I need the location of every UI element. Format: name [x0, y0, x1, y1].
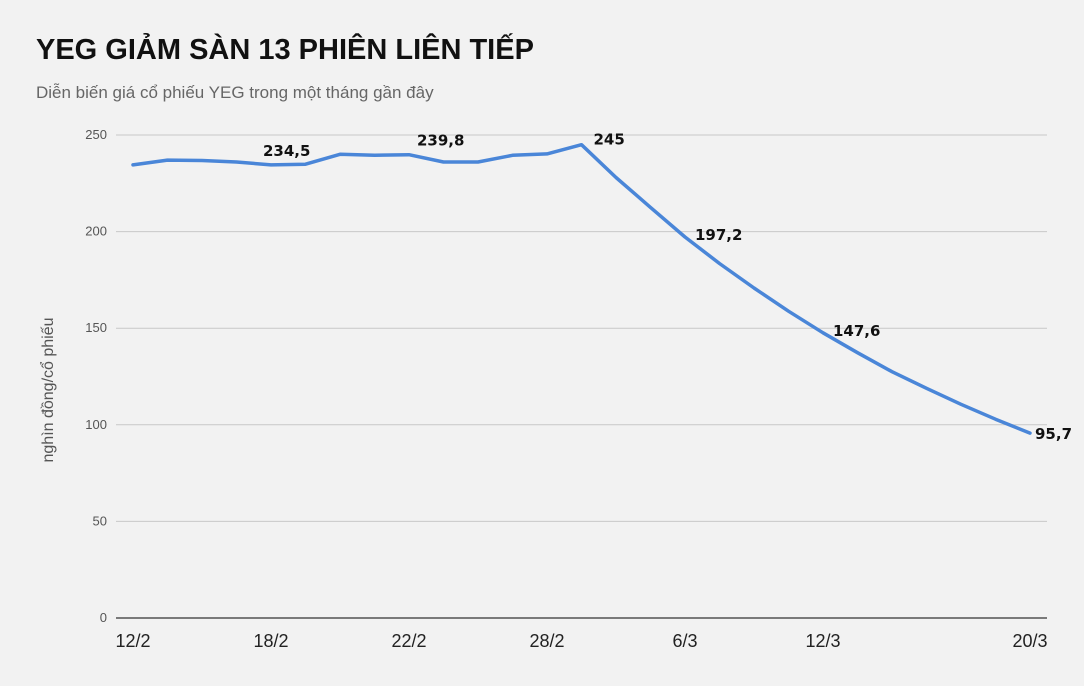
- series-group: [131, 142, 1032, 435]
- x-tick-label: 6/3: [672, 631, 697, 651]
- data-label: 245: [594, 131, 625, 149]
- data-label: 234,5: [263, 142, 310, 160]
- chart-subtitle: Diễn biến giá cổ phiếu YEG trong một thá…: [36, 83, 434, 102]
- series-line: [131, 142, 1032, 435]
- data-labels: 234,5 239,8 245 197,2 147,6 95,7: [263, 131, 1072, 443]
- y-tick-label: 100: [85, 417, 107, 432]
- data-label: 147,6: [833, 322, 880, 340]
- y-tick-label: 200: [85, 224, 107, 239]
- data-label: 95,7: [1035, 425, 1072, 443]
- y-tick-label: 150: [85, 320, 107, 335]
- x-ticks: 12/2 18/2 22/2 28/2 6/3 12/3 20/3: [115, 631, 1047, 651]
- y-tick-label: 250: [85, 127, 107, 142]
- y-tick-label: 0: [100, 610, 107, 625]
- x-tick-label: 12/2: [115, 631, 150, 651]
- x-tick-label: 22/2: [391, 631, 426, 651]
- data-label: 197,2: [695, 226, 742, 244]
- chart-title: YEG GIẢM SÀN 13 PHIÊN LIÊN TIẾP: [36, 34, 534, 66]
- y-ticks: 0 50 100 150 200 250: [85, 127, 107, 625]
- grid-lines: [116, 134, 1047, 619]
- data-label: 239,8: [417, 132, 464, 150]
- x-tick-label: 20/3: [1012, 631, 1047, 651]
- x-tick-label: 18/2: [253, 631, 288, 651]
- y-axis-label: nghìn đồng/cổ phiếu: [39, 317, 57, 462]
- x-tick-label: 28/2: [529, 631, 564, 651]
- x-tick-label: 12/3: [805, 631, 840, 651]
- y-tick-label: 50: [93, 513, 107, 528]
